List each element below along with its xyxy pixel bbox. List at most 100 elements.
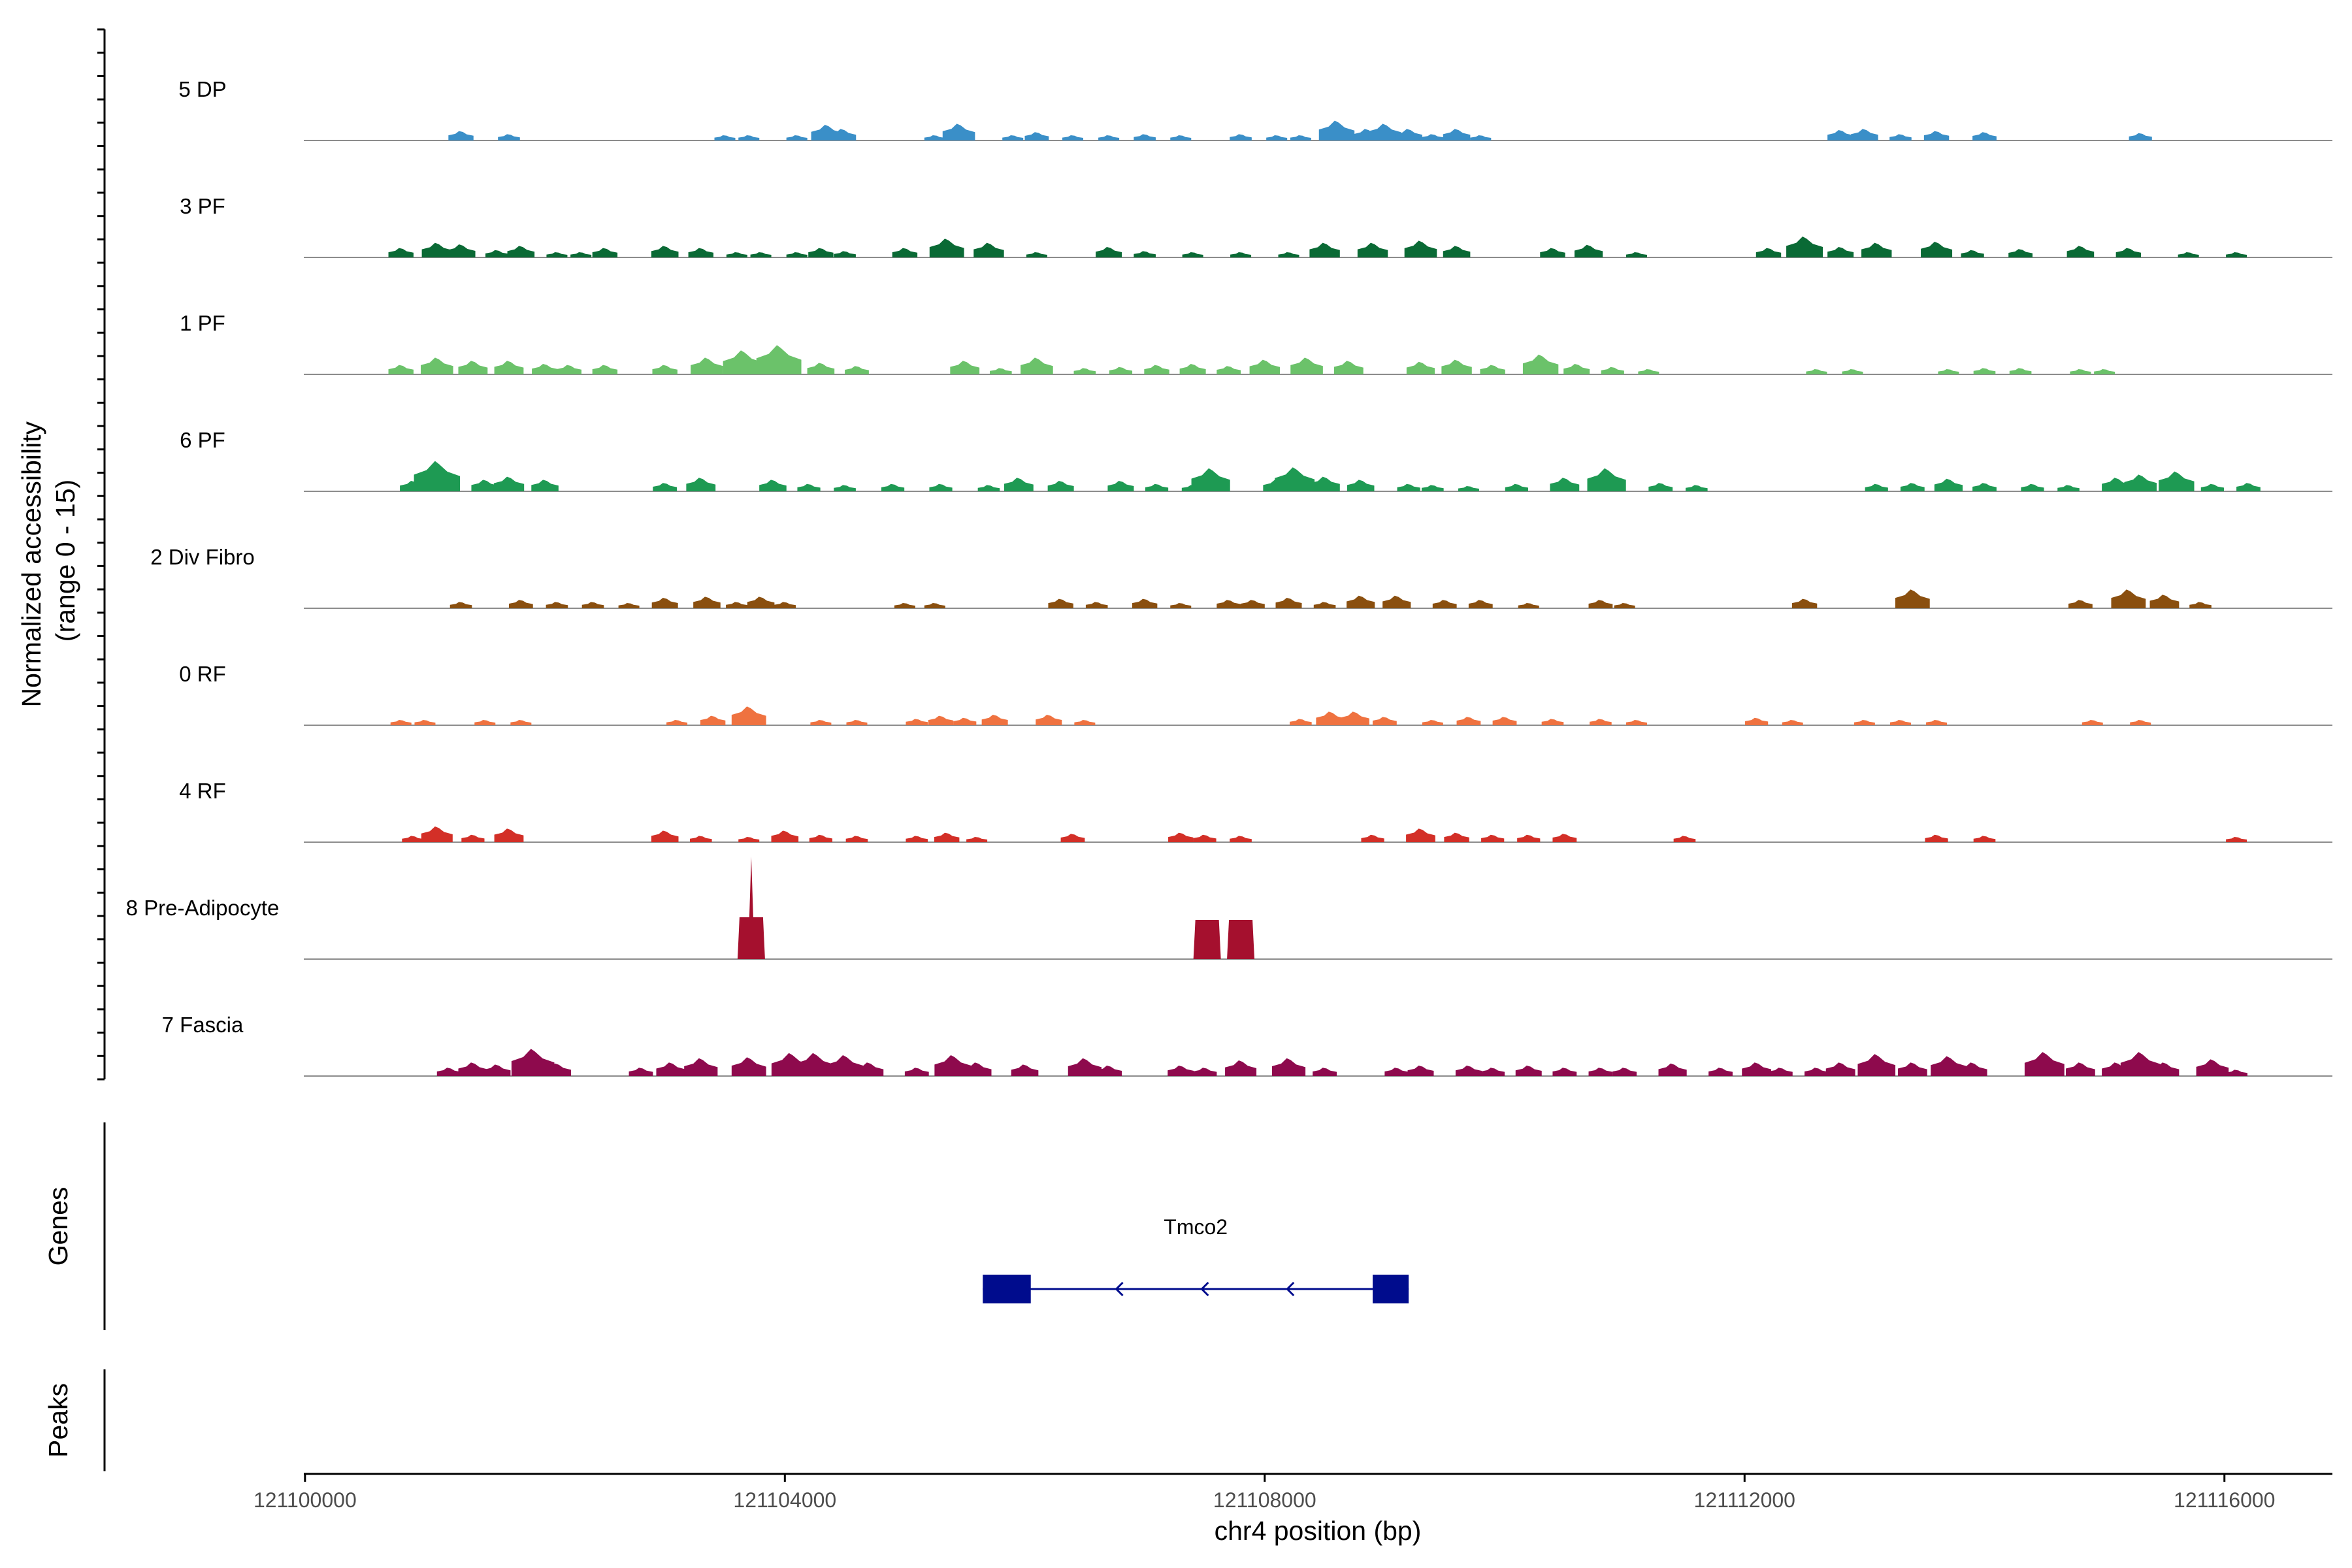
coverage-peak [1861, 242, 1892, 257]
coverage-peak [1073, 368, 1096, 374]
coverage-peak [652, 365, 678, 374]
strand-arrow [1200, 1281, 1209, 1297]
coverage-peak [494, 828, 524, 842]
coverage-peak [1004, 478, 1034, 491]
track-3-pf: 3 PF [180, 194, 2332, 258]
track-label: 3 PF [180, 194, 225, 218]
coverage-peak [1096, 247, 1122, 257]
coverage-peak [1406, 828, 1435, 842]
coverage-peak [977, 485, 1000, 491]
coverage-peak [854, 1062, 884, 1076]
coverage-peak [1227, 920, 1255, 959]
coverage-peak [714, 135, 736, 140]
coverage-peak [1889, 720, 1911, 725]
coverage-peak [700, 715, 726, 725]
coverage-peak [1517, 834, 1541, 842]
track-label: 7 Fascia [162, 1013, 244, 1037]
coverage-peak [1756, 248, 1782, 257]
coverage-peak [1266, 135, 1288, 140]
coverage-peak [546, 602, 568, 608]
coverage-peak [774, 602, 796, 608]
coverage-peak [723, 350, 763, 374]
coverage-peak [485, 250, 509, 257]
track-label: 2 Div Fibro [150, 545, 255, 569]
coverage-peak [771, 830, 799, 842]
coverage-peak [1455, 1066, 1482, 1076]
coverage-peak [834, 485, 856, 491]
coverage-peak [1443, 246, 1471, 257]
coverage-peak [2009, 368, 2032, 374]
coverage-peak [542, 1063, 572, 1076]
coverage-peak [461, 834, 485, 842]
track-label: 6 PF [180, 428, 225, 452]
coverage-peak [1271, 1058, 1306, 1076]
coverage-peak [731, 706, 766, 725]
coverage-peak [1857, 1054, 1896, 1076]
coverage-peak [686, 478, 716, 491]
coverage-peak [726, 602, 748, 608]
coverage-peak [1921, 242, 1953, 257]
coverage-peak [618, 603, 640, 608]
coverage-peak [1048, 598, 1073, 608]
coverage-peak [2149, 595, 2180, 608]
coverage-peak [1768, 1068, 1793, 1076]
coverage-peak [2226, 252, 2247, 257]
coverage-peak [1278, 252, 1299, 257]
coverage-peak [1275, 467, 1315, 491]
coverage-peak [1145, 483, 1169, 491]
coverage-peak [731, 1057, 766, 1076]
coverage-peak [556, 365, 581, 374]
coverage-peak [1060, 834, 1085, 842]
coverage-peak [1481, 834, 1505, 842]
coverage-peak [449, 602, 472, 608]
coverage-spike [749, 857, 753, 917]
coverage-peak [1249, 359, 1280, 374]
coverage-peak [546, 252, 568, 257]
coverage-peak [2024, 1052, 2065, 1076]
coverage-peak [1782, 720, 1803, 725]
coverage-peak [2057, 485, 2080, 491]
coverage-peak [1518, 603, 1539, 608]
coverage-peak [1404, 240, 1437, 257]
coverage-peak [1973, 836, 1996, 842]
coverage-peak [2196, 1059, 2229, 1076]
coverage-peak [1931, 1056, 1967, 1076]
coverage-peak [421, 242, 453, 257]
y-axis-title-line-1: Normalized accessibility [16, 421, 46, 707]
coverage-peak [1590, 719, 1612, 725]
coverage-peak [892, 248, 918, 257]
coverage-peak [1217, 600, 1241, 608]
coverage-peak [1395, 129, 1422, 140]
coverage-peak [532, 364, 559, 374]
coverage-peak [1024, 132, 1049, 140]
coverage-peak [1588, 600, 1613, 608]
coverage-peak [494, 361, 524, 374]
coverage-peak [629, 1068, 653, 1076]
coverage-peak [2178, 252, 2199, 257]
coverage-peak [1468, 600, 1493, 608]
coverage-peak [483, 1064, 511, 1076]
coverage-peak [1574, 244, 1603, 257]
coverage-peak [1925, 834, 1948, 842]
coverage-peak [1290, 135, 1311, 140]
track-5-dp: 5 DP [178, 77, 2332, 141]
coverage-peak [1745, 717, 1769, 725]
coverage-peak [570, 252, 592, 257]
coverage-peak [726, 252, 747, 257]
coverage-peak [653, 483, 678, 491]
coverage-peak [1407, 1066, 1434, 1076]
x-axis: 121100000 121104000 121108000 121112000 1211… [253, 1473, 2332, 1512]
coverage-peak [1505, 483, 1528, 491]
coverage-peak [689, 836, 712, 842]
coverage-peak [1368, 123, 1401, 140]
coverage-peak [1309, 242, 1340, 257]
coverage-peak [1806, 369, 1827, 374]
coverage-peak [924, 135, 945, 140]
coverage-peak [1791, 598, 1818, 608]
coverage-peak [1827, 130, 1854, 140]
coverage-peak [1168, 1066, 1194, 1076]
track-label: 1 PF [180, 311, 225, 335]
coverage-peak [1865, 483, 1888, 491]
coverage-peak [1805, 1068, 1829, 1076]
coverage-peak [507, 246, 535, 257]
